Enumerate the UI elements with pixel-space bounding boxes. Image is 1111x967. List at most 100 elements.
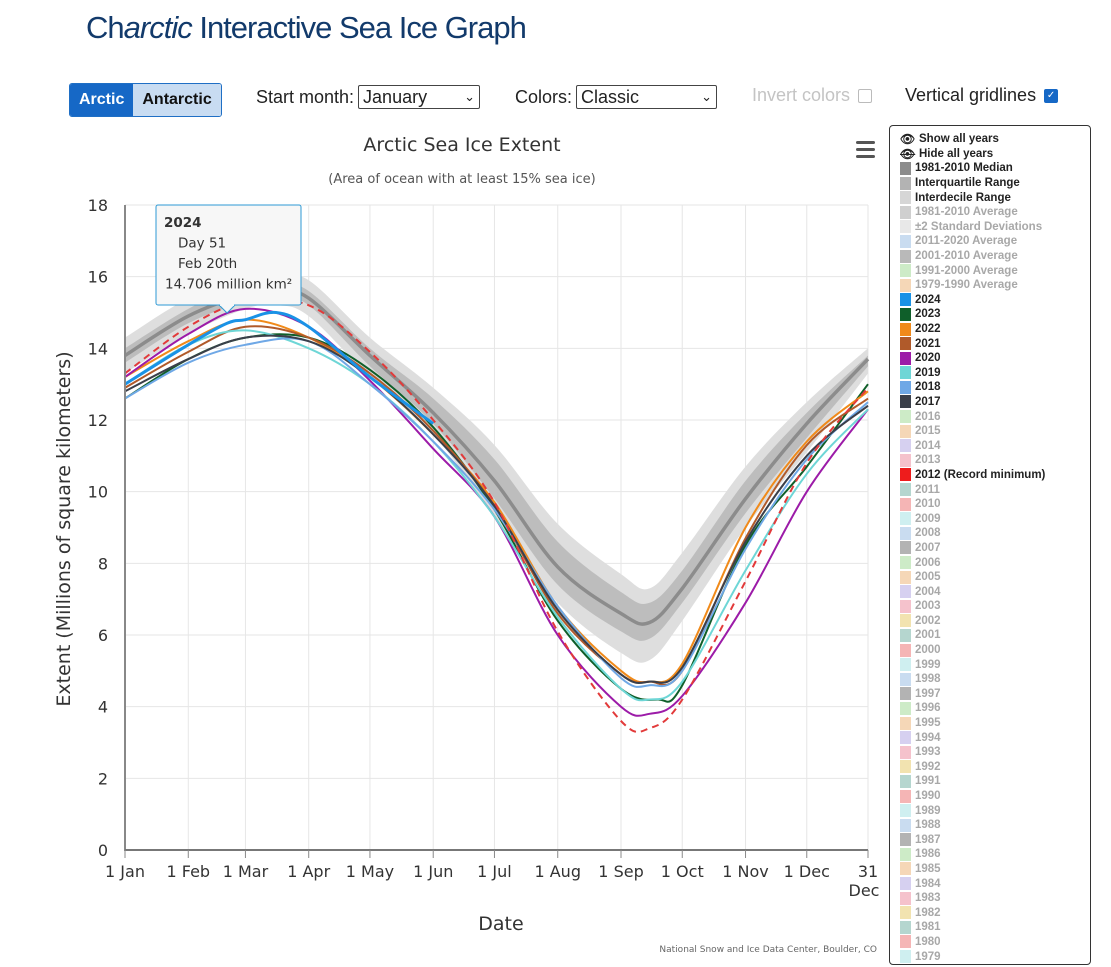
legend-item[interactable]: 1987 [890,833,1090,848]
tooltip-line: 14.706 million km² [165,277,292,293]
legend-swatch [900,687,911,701]
legend-label: 2007 [915,541,941,554]
legend-item[interactable]: 1997 [890,687,1090,702]
y-axis-title: Extent (Millions of square kilometers) [53,351,75,706]
legend-item[interactable]: 1994 [890,730,1090,745]
legend-label: Interdecile Range [915,191,1011,204]
legend-item[interactable]: 1988 [890,818,1090,833]
legend-item[interactable]: 1986 [890,847,1090,862]
legend-item[interactable]: 2007 [890,541,1090,556]
colors-control: Colors: Classic ⌄ [515,85,718,109]
legend-item[interactable]: 1998 [890,672,1090,687]
series-line-2018[interactable] [124,337,869,688]
x-tick-label: 1 Jul [477,862,512,881]
legend-item[interactable]: Interdecile Range [890,190,1090,205]
legend-item[interactable]: 1996 [890,701,1090,716]
hide-all-years-button[interactable]: 👁 Hide all years [890,147,1090,162]
legend-item[interactable]: 1999 [890,657,1090,672]
legend-item[interactable]: 1979 [890,949,1090,964]
legend-item[interactable]: 2005 [890,570,1090,585]
legend-swatch [900,322,911,336]
legend-item[interactable]: 2024 [890,293,1090,308]
legend-item[interactable]: 2001-2010 Average [890,249,1090,264]
colors-select[interactable]: Classic ⌄ [576,85,718,109]
legend-item[interactable]: 1992 [890,760,1090,775]
legend-item[interactable]: 1979-1990 Average [890,278,1090,293]
y-tick-label: 18 [88,196,108,215]
legend-item[interactable]: 2018 [890,380,1090,395]
series-line-2017[interactable] [124,334,869,685]
legend-item[interactable]: 2001 [890,628,1090,643]
legend-item[interactable]: 1981 [890,920,1090,935]
legend-item[interactable]: 1990 [890,789,1090,804]
legend-item[interactable]: 2015 [890,424,1090,439]
legend-item[interactable]: 1989 [890,803,1090,818]
x-tick-label: 1 Jan [105,862,145,881]
start-month-select[interactable]: January ⌄ [358,85,481,109]
legend-item[interactable]: 1982 [890,905,1090,920]
chart-title: Arctic Sea Ice Extent [363,134,560,156]
legend-item[interactable]: 2006 [890,555,1090,570]
arctic-button[interactable]: Arctic [70,84,134,116]
vertical-gridlines-label: Vertical gridlines [905,85,1037,105]
legend-item[interactable]: 2022 [890,322,1090,337]
legend-item[interactable]: 2002 [890,614,1090,629]
y-tick-label: 6 [98,626,108,645]
series-line-2024[interactable] [124,310,435,425]
legend-label: 1983 [915,892,941,905]
legend-item[interactable]: 2011-2020 Average [890,234,1090,249]
legend-item[interactable]: 1981-2010 Average [890,205,1090,220]
antarctic-button[interactable]: Antarctic [133,84,221,116]
legend-item[interactable]: 1980 [890,935,1090,950]
legend-item[interactable]: 2019 [890,366,1090,381]
legend-item[interactable]: 1993 [890,745,1090,760]
legend-label: 2022 [915,323,941,336]
legend-item[interactable]: 2008 [890,526,1090,541]
legend-label: 1982 [915,906,941,919]
legend-item[interactable]: Interquartile Range [890,176,1090,191]
tooltip-line: Feb 20th [178,256,237,272]
x-tick-label: 1 Jun [413,862,453,881]
legend-item[interactable]: 2011 [890,482,1090,497]
chevron-down-icon: ⌄ [464,89,476,104]
legend-item[interactable]: 1995 [890,716,1090,731]
legend-item[interactable]: ±2 Standard Deviations [890,220,1090,235]
y-tick-label: 8 [98,554,108,573]
show-all-years-button[interactable]: 👁 Show all years [890,132,1090,147]
legend-item[interactable]: 2017 [890,395,1090,410]
x-tick-label: 1 Apr [287,862,330,881]
vertical-gridlines-checkbox[interactable]: ✓ [1044,88,1059,103]
invert-colors-checkbox[interactable] [858,88,873,103]
legend-item[interactable]: 2004 [890,584,1090,599]
credit-text: National Snow and Ice Data Center, Bould… [659,945,877,955]
legend-item[interactable]: 1983 [890,891,1090,906]
legend-item[interactable]: 2003 [890,599,1090,614]
legend-item[interactable]: 2010 [890,497,1090,512]
series-line-2020[interactable] [124,307,869,717]
legend-item[interactable]: 1981-2010 Median [890,161,1090,176]
legend-label: 2011-2020 Average [915,235,1018,248]
legend-label: 2003 [915,600,941,613]
legend-swatch [900,935,911,949]
legend-item[interactable]: 1991 [890,774,1090,789]
legend-label: 1995 [915,717,941,730]
series-line-2021[interactable] [124,325,869,686]
legend-swatch [900,833,911,847]
legend-item[interactable]: 2020 [890,351,1090,366]
legend-item[interactable]: 1984 [890,876,1090,891]
legend-item[interactable]: 1991-2000 Average [890,263,1090,278]
legend-item[interactable]: 2014 [890,438,1090,453]
legend-item[interactable]: 2009 [890,511,1090,526]
hamburger-menu-icon[interactable] [856,141,875,158]
legend-item[interactable]: 2016 [890,409,1090,424]
legend-item[interactable]: 2013 [890,453,1090,468]
legend-label: 1997 [915,687,941,700]
series-line-2019[interactable] [124,329,869,702]
legend-item[interactable]: 1985 [890,862,1090,877]
legend-item[interactable]: 2000 [890,643,1090,658]
legend-label: 2023 [915,308,941,321]
legend-item[interactable]: 2023 [890,307,1090,322]
legend-item[interactable]: 2021 [890,336,1090,351]
legend-item[interactable]: 2012 (Record minimum) [890,468,1090,483]
legend-swatch [900,804,911,818]
